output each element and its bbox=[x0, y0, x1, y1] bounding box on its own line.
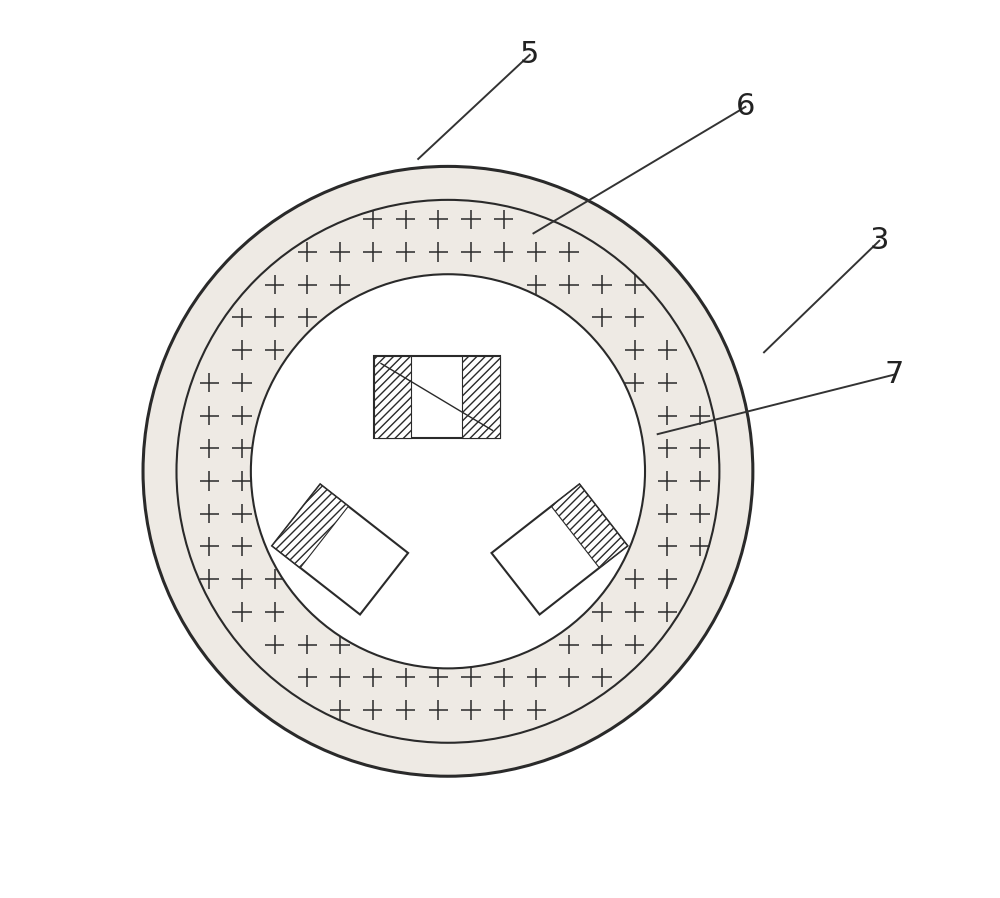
Polygon shape bbox=[374, 356, 500, 438]
Polygon shape bbox=[374, 356, 411, 438]
Text: 7: 7 bbox=[884, 360, 904, 389]
Text: 3: 3 bbox=[870, 226, 889, 255]
Text: 5: 5 bbox=[520, 40, 539, 69]
Circle shape bbox=[143, 166, 753, 776]
Polygon shape bbox=[272, 484, 348, 568]
PathPatch shape bbox=[143, 166, 753, 776]
Text: 6: 6 bbox=[736, 92, 755, 121]
Circle shape bbox=[251, 274, 645, 668]
Polygon shape bbox=[492, 484, 627, 614]
Polygon shape bbox=[462, 356, 500, 438]
PathPatch shape bbox=[176, 200, 719, 743]
Polygon shape bbox=[272, 484, 408, 614]
Polygon shape bbox=[551, 484, 627, 568]
